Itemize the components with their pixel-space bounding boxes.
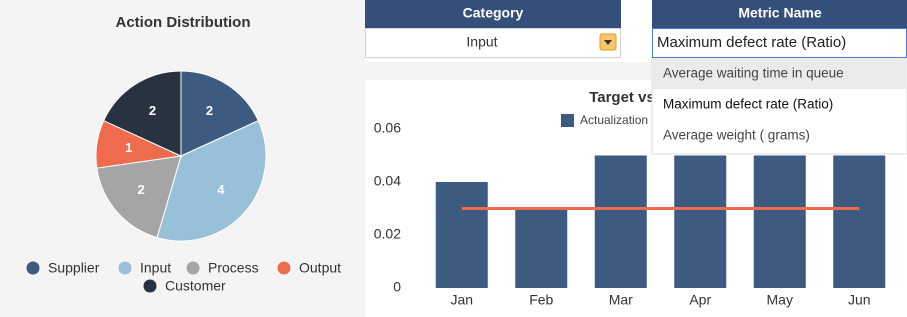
- bar: [594, 155, 647, 288]
- pie-slice: [103, 70, 182, 157]
- legend-label: Actualization: [580, 113, 648, 127]
- bar-chart: Target vs 0 0.02 0.04 0.06 Jan Feb Mar Apr May Ju…: [374, 89, 886, 308]
- x-tick-label: Jan: [450, 292, 473, 308]
- legend-marker: [118, 261, 132, 275]
- legend-marker: [26, 261, 40, 275]
- option-label: Maximum defect rate (Ratio): [663, 97, 833, 112]
- dropdown-arrow: [604, 40, 612, 45]
- bar: [833, 155, 886, 288]
- slice-label: 1: [125, 140, 132, 155]
- y-tick-label: 0: [393, 279, 401, 295]
- category-value: Input: [466, 34, 497, 50]
- category-header-text: Category: [463, 5, 524, 21]
- bar: [435, 182, 488, 288]
- x-tick-label: May: [767, 292, 793, 308]
- legend-label: Process: [208, 260, 259, 276]
- pie-slice: [180, 70, 259, 157]
- bar-title: Target vs: [589, 89, 655, 106]
- category-header: [365, 0, 621, 28]
- y-tick-label: 0.02: [374, 226, 401, 242]
- bar: [674, 155, 727, 288]
- x-tick-label: Jun: [848, 292, 871, 308]
- metric-header: [652, 0, 907, 28]
- bar: [515, 208, 568, 288]
- option-highlight: [653, 59, 906, 89]
- pie-chart: 2 4 2 1 2 Supplier Input Process Output Customer: [26, 70, 341, 294]
- y-tick-label: 0.06: [374, 120, 401, 136]
- legend-label: Customer: [165, 278, 226, 294]
- slice-label: 2: [138, 182, 145, 197]
- legend-marker: [143, 279, 157, 293]
- pie-slice: [96, 155, 182, 239]
- option-label: Average weight ( grams): [663, 128, 810, 143]
- slice-label: 4: [217, 182, 225, 197]
- legend-marker: [561, 114, 574, 127]
- x-tick-label: Feb: [529, 292, 553, 308]
- pie-title: Action Distribution: [116, 14, 251, 31]
- x-tick-label: Apr: [689, 292, 711, 308]
- x-tick-label: Mar: [609, 292, 633, 308]
- option-label: Average waiting time in queue: [663, 66, 844, 81]
- metric-header-text: Metric Name: [738, 5, 821, 21]
- slice-label: 2: [149, 103, 156, 118]
- metric-value: Maximum defect rate (Ratio): [657, 34, 846, 51]
- metric-input[interactable]: [652, 28, 907, 58]
- legend-marker: [186, 261, 200, 275]
- pie-slice: [156, 120, 267, 242]
- y-tick-label: 0.04: [374, 173, 401, 189]
- slice-label: 2: [206, 103, 213, 118]
- legend-label: Input: [140, 260, 171, 276]
- legend-label: Supplier: [48, 260, 100, 276]
- category-select[interactable]: [365, 28, 621, 58]
- legend-label: Output: [299, 260, 341, 276]
- bar: [753, 155, 806, 288]
- legend-marker: [277, 261, 291, 275]
